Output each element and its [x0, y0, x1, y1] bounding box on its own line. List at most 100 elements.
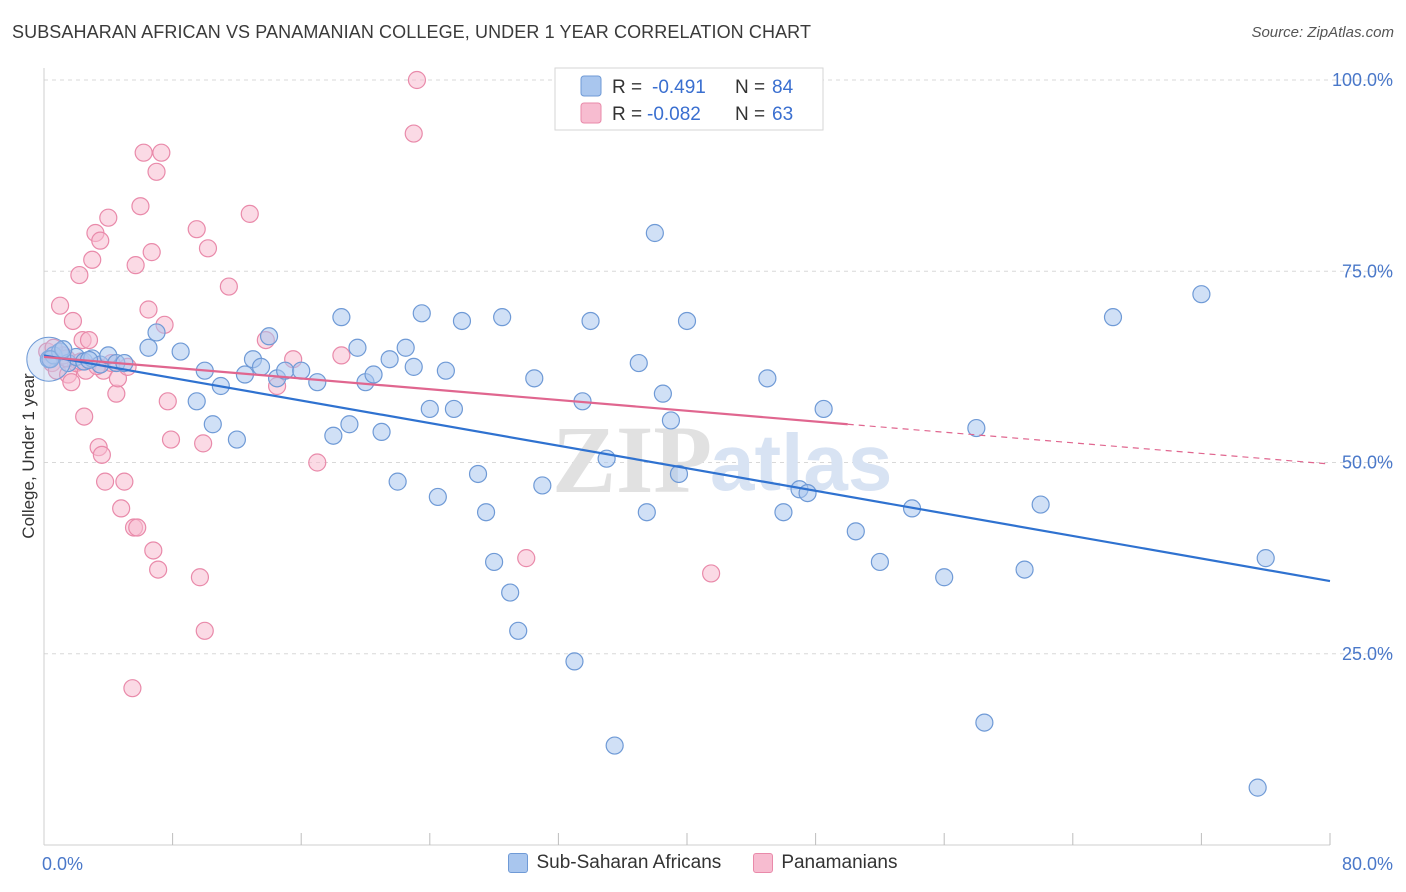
legend-r-label-pink: R = [612, 104, 642, 125]
legend-n-value-pink: 63 [772, 104, 793, 125]
data-point [92, 445, 111, 464]
data-point [126, 256, 145, 275]
data-point [308, 453, 327, 472]
data-point [645, 223, 664, 243]
legend-swatch-panamanians [753, 853, 774, 873]
data-point [661, 411, 681, 430]
data-point [404, 124, 423, 143]
data-point [870, 552, 890, 572]
data-point [935, 568, 954, 587]
data-point [147, 162, 166, 181]
data-point [846, 522, 865, 541]
y-tick-label: 100.0% [1332, 70, 1393, 90]
data-point [428, 487, 447, 507]
data-point [702, 564, 721, 583]
data-point [112, 499, 131, 518]
data-point [1103, 308, 1123, 327]
data-point [95, 472, 115, 491]
data-point [198, 239, 218, 258]
data-point [509, 621, 528, 640]
data-point [195, 621, 214, 640]
x-axis-ticks [172, 833, 1331, 845]
data-point [1256, 549, 1275, 568]
legend-r-value-blue: -0.491 [652, 77, 706, 98]
data-point [581, 311, 600, 331]
chart-title: SUBSAHARAN AFRICAN VS PANAMANIAN COLLEGE… [12, 22, 812, 42]
data-point [348, 338, 367, 357]
data-point [814, 399, 833, 419]
data-point [653, 384, 672, 403]
legend-label-subsaharan: Sub-Saharan Africans [536, 852, 722, 873]
legend-label-panamanians: Panamanians [781, 852, 898, 873]
data-point [669, 464, 689, 484]
data-point [774, 503, 793, 522]
data-point [107, 384, 126, 403]
chart-source: Source: ZipAtlas.com [1251, 24, 1394, 41]
data-point [131, 197, 150, 216]
trend-line-subsaharan [43, 354, 1331, 583]
data-point [292, 361, 311, 380]
data-point [967, 418, 986, 438]
correlation-legend: R = -0.491 N = 84 R = -0.082 N = 63 [554, 67, 824, 131]
data-point [380, 350, 399, 369]
data-point [533, 476, 552, 495]
data-point [203, 415, 222, 434]
trend-line-panamanians [43, 355, 848, 426]
data-point [152, 143, 171, 162]
data-point [332, 346, 351, 365]
legend-swatch-subsaharan [508, 853, 529, 873]
data-point [407, 70, 427, 90]
legend-item-panamanians[interactable]: Panamanians [753, 852, 898, 874]
data-point [1248, 778, 1267, 797]
data-point [798, 484, 817, 503]
data-point [452, 311, 472, 331]
data-point [142, 243, 161, 262]
trend-lines [43, 354, 1331, 583]
data-point [139, 338, 158, 357]
data-point [190, 568, 210, 587]
data-point [187, 392, 206, 411]
data-point [396, 338, 415, 357]
legend-swatch-pink [580, 102, 602, 124]
data-point [75, 407, 94, 426]
data-point [975, 713, 994, 732]
data-point [1192, 285, 1211, 304]
legend-r-label-blue: R = [612, 77, 642, 98]
x-tick-label-max: 80.0% [1342, 854, 1393, 874]
data-point [308, 373, 327, 392]
data-point [605, 736, 624, 755]
data-point [565, 652, 584, 671]
y-tick-label: 25.0% [1342, 644, 1393, 664]
data-point [444, 399, 464, 419]
data-point [468, 464, 488, 484]
data-point [251, 357, 271, 376]
data-point [123, 679, 142, 698]
data-point [501, 583, 520, 602]
data-point [158, 392, 177, 411]
legend-swatch-blue [580, 75, 602, 97]
series-subsaharan-points [26, 223, 1275, 797]
data-point [1031, 495, 1050, 514]
data-point [404, 357, 423, 376]
data-point [115, 472, 134, 491]
data-point [50, 296, 70, 315]
data-point [332, 308, 351, 327]
data-point [517, 549, 536, 568]
legend-n-label-pink: N = [735, 104, 765, 125]
data-point [758, 369, 777, 388]
data-point [147, 323, 166, 342]
data-point [324, 426, 343, 445]
data-point [171, 342, 190, 361]
y-axis-title: College, Under 1 year [19, 373, 38, 539]
data-point [493, 308, 512, 327]
data-point [187, 220, 206, 239]
legend-n-label-blue: N = [735, 77, 765, 98]
legend-item-subsaharan[interactable]: Sub-Saharan Africans [508, 852, 721, 874]
data-point [161, 430, 181, 449]
data-point [70, 265, 89, 285]
data-point [340, 415, 359, 434]
data-point [83, 250, 102, 269]
data-point [629, 353, 648, 373]
data-point [91, 231, 110, 250]
